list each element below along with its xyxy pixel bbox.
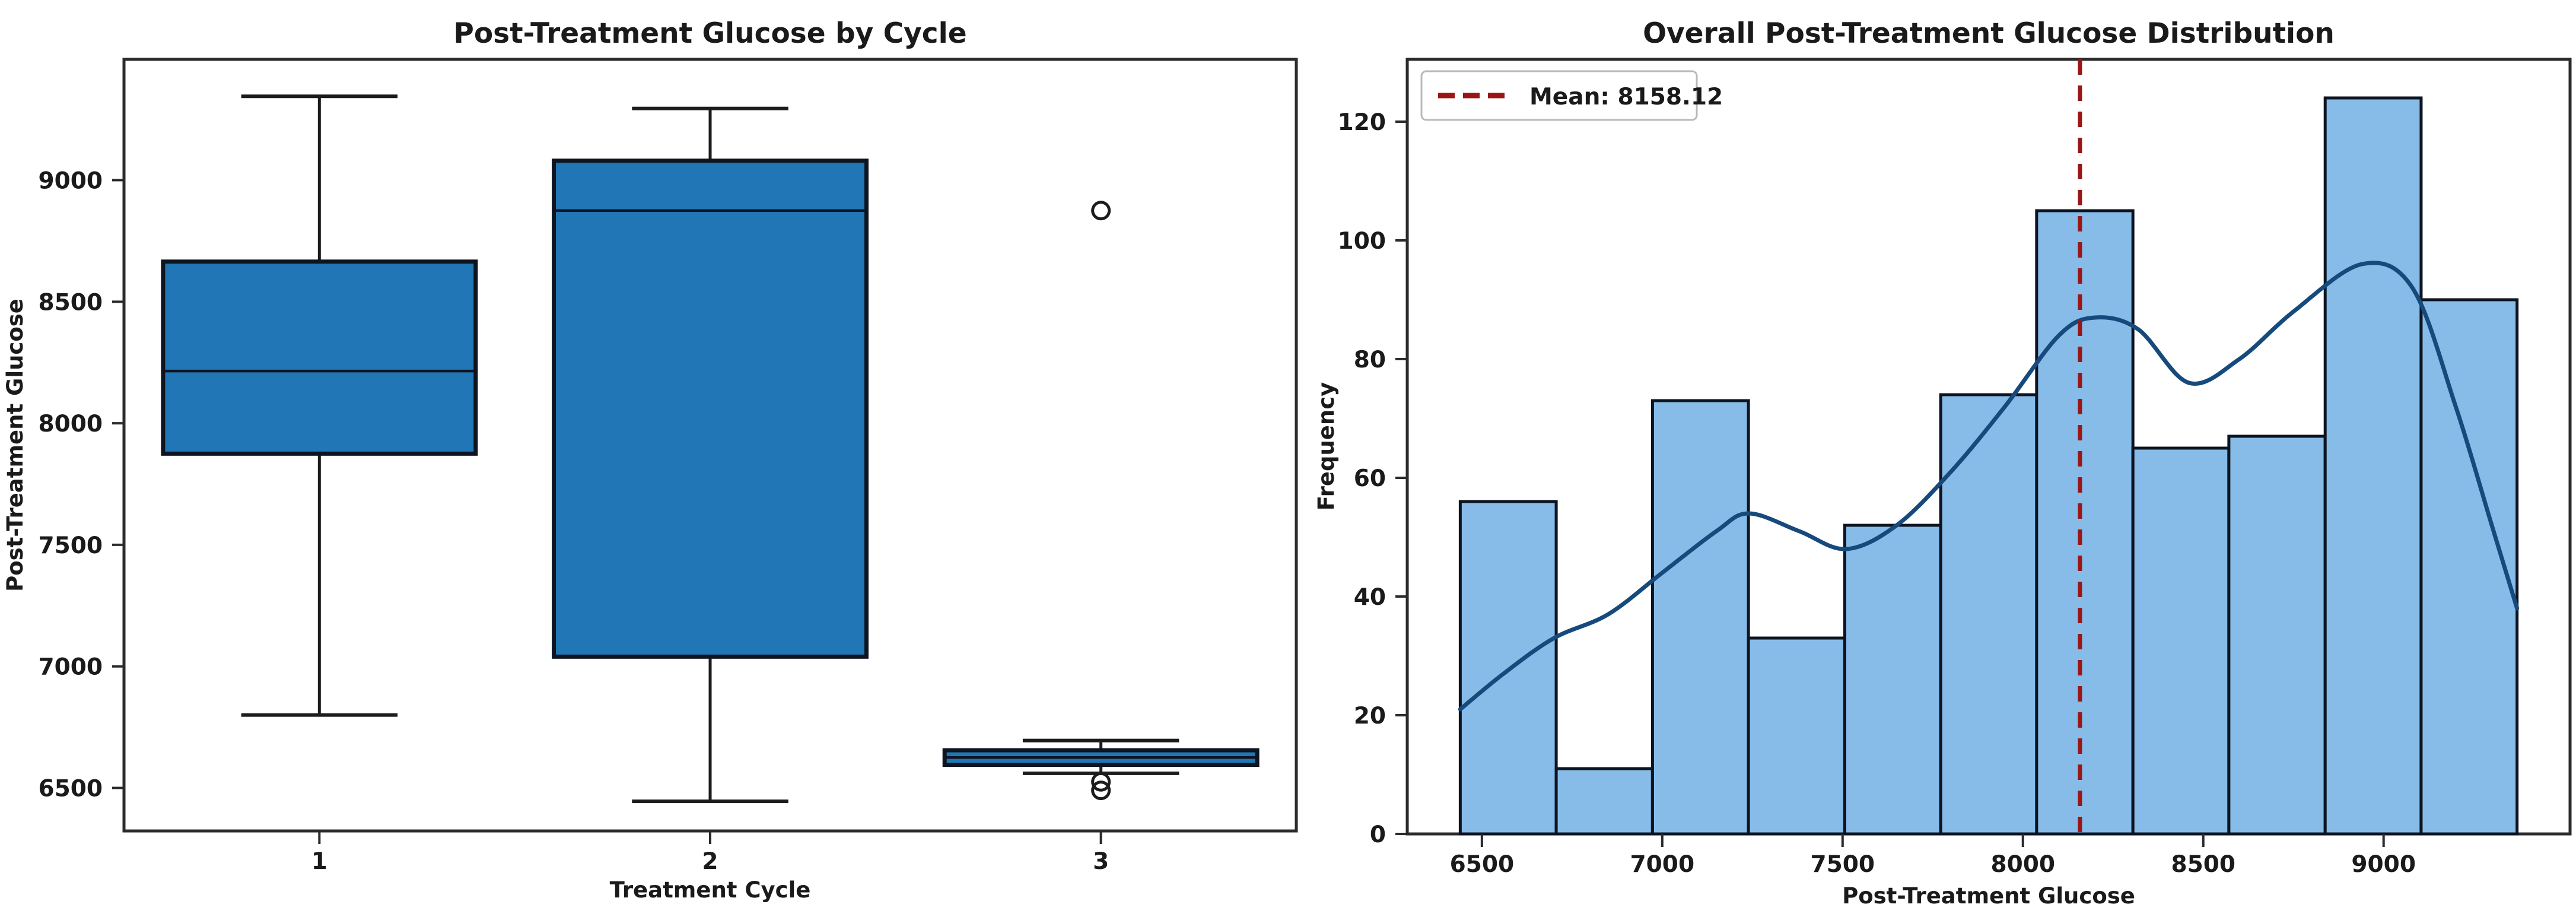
y-tick-label: 60 <box>1354 465 1386 492</box>
y-tick-label: 7500 <box>38 532 103 559</box>
x-tick-label: 7500 <box>1811 851 1875 878</box>
histogram-yaxis-label: Frequency <box>1314 382 1339 511</box>
histogram-bar <box>1747 636 1846 836</box>
outlier-marker <box>1091 772 1111 792</box>
histogram-panel: Overall Post-Treatment Glucose Distribut… <box>1314 17 2572 909</box>
x-tick-label: 8500 <box>2171 851 2235 878</box>
y-tick-label: 6500 <box>38 776 103 802</box>
histogram-xaxis-label: Post-Treatment Glucose <box>1842 883 2135 909</box>
y-tick-label: 9000 <box>38 168 103 195</box>
y-tick-label: 80 <box>1354 347 1386 373</box>
histogram-title: Overall Post-Treatment Glucose Distribut… <box>1643 17 2335 50</box>
histogram-bar <box>1554 767 1654 836</box>
x-tick-label: 2 <box>702 848 718 875</box>
y-tick-label: 20 <box>1354 703 1386 729</box>
histogram-bar <box>2131 446 2231 836</box>
legend-mean-label: Mean: 8158.12 <box>1529 84 1723 110</box>
y-tick-label: 0 <box>1370 821 1386 848</box>
kde-curve <box>1458 261 2520 712</box>
outlier-marker <box>1091 781 1111 801</box>
y-tick-label: 8000 <box>38 411 103 437</box>
histogram-plot-area: 6500 7000 7500 8000 8500 9000 0 20 40 60 80 100 120 <box>1338 58 2572 878</box>
histogram-bar <box>1650 399 1750 836</box>
histogram-bar <box>1843 524 1942 836</box>
boxplot-panel: Post-Treatment Glucose by Cycle Treatmen… <box>2 17 1298 903</box>
y-tick-label: 40 <box>1354 584 1386 611</box>
legend-frame <box>1420 70 1698 121</box>
boxplot-title: Post-Treatment Glucose by Cycle <box>453 17 966 50</box>
y-tick-label: 100 <box>1338 228 1386 255</box>
outlier-marker <box>1091 201 1111 221</box>
x-tick-label: 7000 <box>1630 851 1695 878</box>
y-tick-label: 120 <box>1338 109 1386 136</box>
histogram-bar <box>2323 96 2423 836</box>
x-tick-label: 9000 <box>2351 851 2416 878</box>
histogram-bar <box>1458 500 1558 836</box>
boxplot-plot-area: 6500 7000 7500 8000 8500 9000 1 2 3 <box>38 58 1298 875</box>
histogram-bar <box>2035 209 2135 836</box>
box-cycle-1 <box>161 259 478 456</box>
y-tick-label: 7000 <box>38 654 103 681</box>
x-tick-label: 8000 <box>1990 851 2055 878</box>
x-tick-label: 3 <box>1093 848 1109 875</box>
x-tick-label: 6500 <box>1450 851 1515 878</box>
legend-box <box>1420 70 1698 121</box>
y-tick-label: 8500 <box>38 289 103 316</box>
boxplot-xaxis-label: Treatment Cycle <box>610 877 811 903</box>
histogram-bar <box>2227 434 2327 836</box>
box-cycle-2 <box>552 158 869 659</box>
x-tick-label: 1 <box>311 848 327 875</box>
histogram-bar <box>2419 298 2519 836</box>
boxplot-yaxis-label: Post-Treatment Glucose <box>2 299 28 592</box>
histogram-bar <box>1939 393 2038 836</box>
